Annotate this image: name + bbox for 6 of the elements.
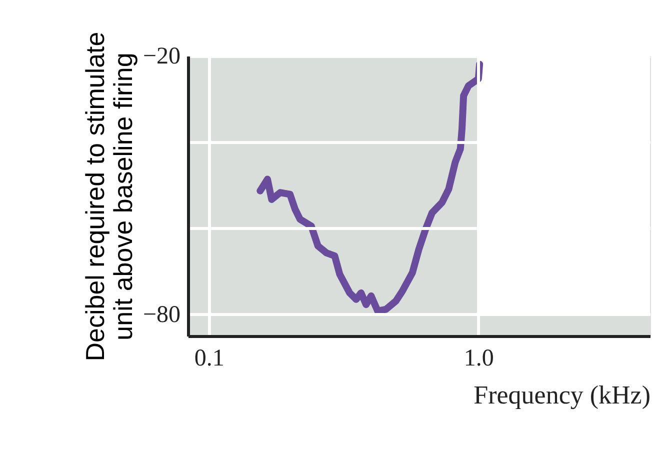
x-tick-label: 0.1 xyxy=(194,346,224,372)
y-axis-title: Decibel required to stimulate unit above baseline firing xyxy=(80,32,138,362)
y-tick-label: −80 xyxy=(142,302,180,328)
x-axis-title: Frequency (kHz) xyxy=(474,380,650,410)
x-tick-label: 1.0 xyxy=(464,346,494,372)
y-tick-label: −20 xyxy=(142,44,180,70)
